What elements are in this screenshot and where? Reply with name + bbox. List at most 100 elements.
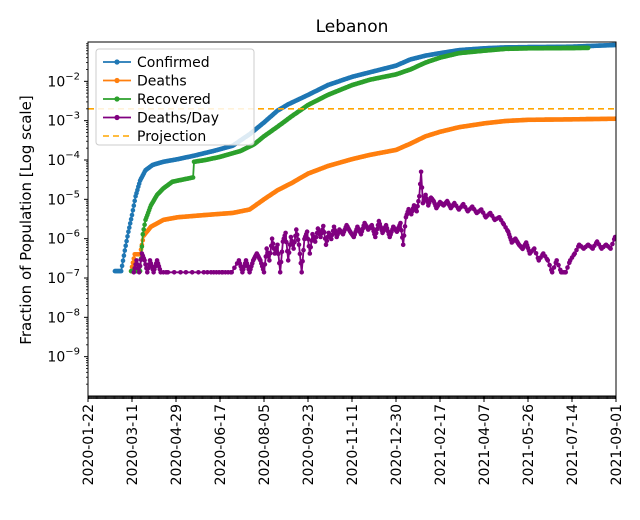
data-point: [374, 226, 380, 232]
legend: Confirmed Deaths Recovered Deaths/Day Projec…: [95, 48, 255, 146]
y-tick-label: 10−8: [47, 307, 80, 326]
data-point: [284, 239, 289, 245]
data-point: [423, 192, 428, 198]
data-point: [373, 234, 378, 240]
x-tick-label: 2020-09-23: [301, 404, 317, 485]
data-point: [261, 270, 267, 275]
y-tick-label: 10−2: [47, 71, 80, 90]
y-tick-base: 10: [47, 192, 65, 208]
y-tick-base: 10: [47, 310, 65, 326]
data-point: [132, 198, 137, 204]
y-tick-exponent: −8: [65, 307, 80, 318]
data-point: [312, 239, 318, 244]
series-deaths-day: [131, 169, 616, 275]
data-point: [142, 222, 147, 227]
data-point: [196, 270, 201, 275]
legend-marker: [114, 77, 120, 84]
data-point: [398, 220, 403, 226]
data-point: [130, 208, 136, 213]
data-point: [141, 227, 146, 232]
data-point: [308, 244, 314, 250]
x-tick-label: 2020-01-22: [81, 404, 97, 485]
data-point: [129, 212, 135, 218]
data-point: [305, 236, 311, 242]
data-point: [128, 216, 134, 222]
data-point: [140, 231, 146, 237]
data-point: [136, 270, 142, 275]
data-point: [533, 251, 539, 256]
data-point: [127, 221, 133, 226]
data-point: [612, 234, 616, 240]
data-point: [189, 270, 195, 275]
data-point: [267, 258, 272, 263]
y-tick-exponent: −6: [65, 229, 80, 240]
data-point: [205, 270, 210, 275]
data-point: [572, 251, 577, 256]
legend-item: Projection: [103, 129, 206, 145]
data-point: [610, 241, 615, 247]
x-tick-label: 2020-03-11: [125, 404, 141, 485]
data-point: [178, 270, 183, 275]
data-point: [127, 225, 132, 230]
legend-marker: [114, 59, 120, 65]
data-point: [132, 266, 137, 271]
data-point: [329, 232, 335, 238]
data-point: [418, 169, 424, 175]
data-point: [313, 235, 319, 240]
data-point: [401, 233, 407, 238]
legend-item: Deaths: [103, 74, 187, 90]
x-tick-label: 2020-04-29: [169, 404, 185, 485]
data-point: [318, 234, 323, 240]
data-point: [286, 250, 292, 255]
data-point: [171, 270, 177, 275]
data-point: [120, 258, 126, 264]
x-tick-label: 2021-02-17: [433, 404, 449, 485]
y-tick-base: 10: [47, 153, 65, 169]
y-tick-base: 10: [47, 114, 65, 130]
x-tick-label: 2021-04-07: [477, 404, 493, 485]
data-point: [201, 270, 207, 275]
data-point: [139, 244, 145, 249]
y-tick-exponent: −3: [65, 111, 80, 122]
legend-label: Confirmed: [137, 55, 210, 71]
data-point: [145, 270, 150, 275]
data-point: [126, 229, 131, 234]
legend-item: Deaths/Day: [103, 111, 219, 127]
x-tick-label: 2021-09-01: [609, 404, 625, 485]
data-point: [183, 270, 189, 275]
data-point: [304, 229, 310, 234]
data-point: [323, 242, 329, 248]
data-point: [414, 208, 420, 214]
data-point: [229, 270, 234, 275]
data-point: [399, 228, 404, 233]
data-point: [307, 251, 313, 256]
y-tick-base: 10: [47, 271, 65, 287]
data-point: [122, 248, 128, 253]
data-point: [142, 258, 147, 263]
data-point: [277, 270, 283, 275]
data-point: [268, 250, 273, 256]
data-point: [301, 247, 306, 253]
data-point: [275, 242, 280, 248]
data-point: [551, 265, 557, 270]
data-point: [264, 246, 270, 251]
y-tick-exponent: −4: [65, 150, 80, 161]
data-point: [165, 270, 171, 275]
data-point: [417, 181, 423, 187]
data-point: [565, 265, 570, 270]
legend-item: Recovered: [103, 92, 211, 108]
y-tick-label: 10−4: [47, 150, 80, 169]
data-point: [118, 268, 124, 274]
data-point: [125, 234, 130, 239]
data-point: [278, 259, 284, 265]
data-point: [190, 175, 196, 180]
data-point: [121, 253, 127, 258]
series-deaths: [128, 116, 616, 274]
data-point: [574, 247, 579, 253]
data-point: [270, 241, 276, 246]
data-point: [300, 258, 305, 264]
legend-item: Confirmed: [103, 55, 210, 71]
x-tick-label: 2020-11-11: [345, 404, 361, 485]
data-point: [295, 237, 301, 242]
